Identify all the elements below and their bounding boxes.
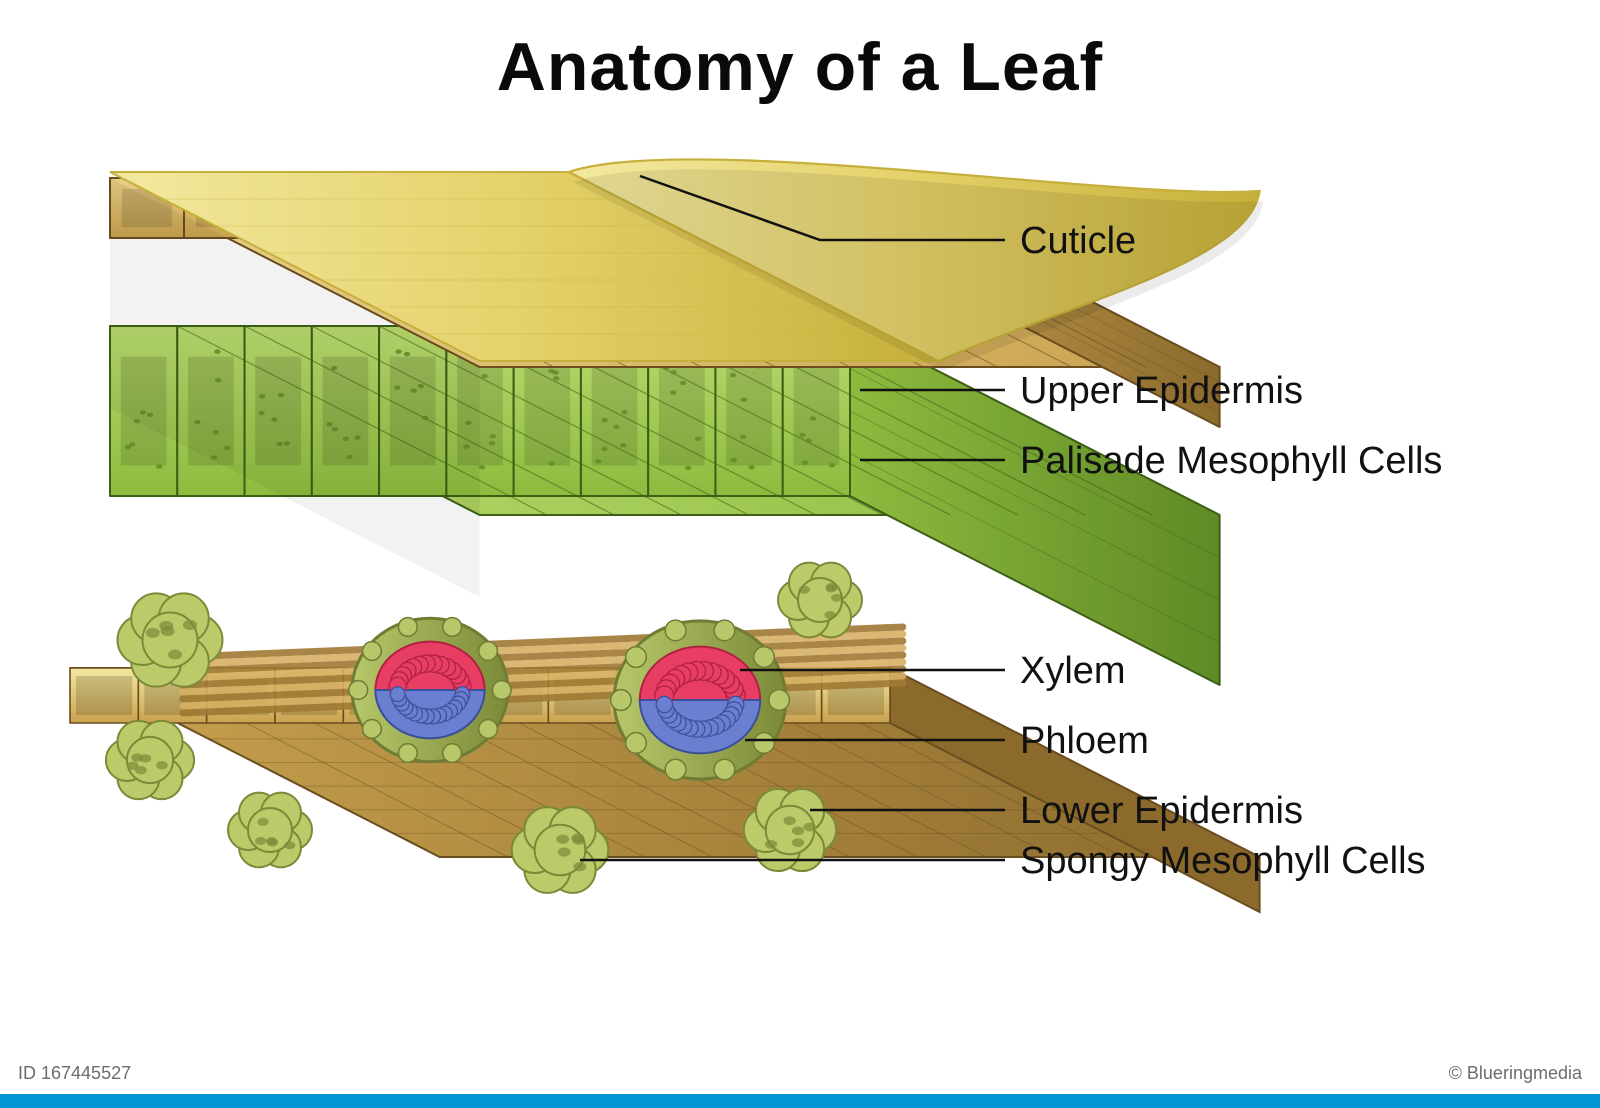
image-id: ID 167445527 [18,1063,131,1084]
label-phloem: Phloem [1020,720,1149,763]
label-spongy: Spongy Mesophyll Cells [1020,840,1426,883]
label-palisade: Palisade Mesophyll Cells [1020,440,1442,483]
label-lower-epidermis: Lower Epidermis [1020,790,1303,833]
footer-bar [0,1094,1600,1108]
diagram-stage: Anatomy of a Leaf ID 167445527 © Bluerin… [0,0,1600,1108]
copyright: © Blueringmedia [1449,1063,1582,1084]
label-xylem: Xylem [1020,650,1126,693]
leader-lines [0,0,1600,1108]
label-cuticle: Cuticle [1020,220,1136,263]
label-upper-epidermis: Upper Epidermis [1020,370,1303,413]
